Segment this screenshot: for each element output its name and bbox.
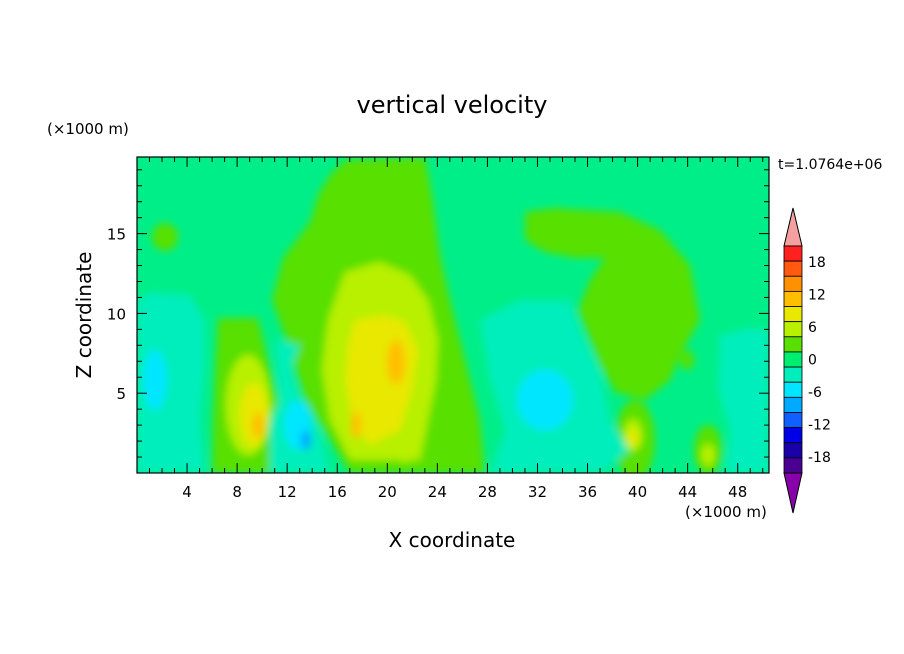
colorbar-band [783, 245, 803, 262]
x-tick-label: 16 [328, 483, 347, 501]
x-tick-label: 8 [232, 483, 242, 501]
contour-level-12-plume-low [351, 411, 361, 439]
colorbar-over-arrow [783, 207, 803, 247]
x-tick-label: 48 [728, 483, 747, 501]
colorbar-label: -12 [808, 417, 831, 433]
y-tick-label: 10 [107, 305, 126, 323]
contour-level-9-left-core [240, 383, 268, 447]
colorbar-label: 6 [808, 320, 817, 336]
x-tick-label: 32 [528, 483, 547, 501]
chart-title: vertical velocity [357, 91, 548, 119]
contour-level-neg6-center [517, 370, 573, 430]
colorbar-band [783, 351, 803, 368]
colorbar-label: 18 [808, 255, 826, 271]
contour-level-neg3-left [137, 292, 205, 473]
colorbar-band [783, 290, 803, 307]
colorbar-band [783, 412, 803, 429]
contour-level-6-low-plume [396, 427, 414, 463]
contour-level-9-right-core [628, 429, 638, 447]
colorbar-band [783, 260, 803, 277]
colorbar [783, 207, 803, 514]
colorbar-band [783, 366, 803, 383]
colorbar-label: 0 [808, 353, 817, 369]
x-tick-label: 24 [428, 483, 447, 501]
y-tick-label: 5 [116, 385, 126, 403]
x-tick-group [149, 157, 764, 473]
colorbar-label: -6 [808, 385, 822, 401]
contour-level-12-plume [387, 340, 405, 384]
colorbar-band [783, 306, 803, 323]
colorbar-label: 12 [808, 288, 826, 304]
y-tick-label-group: 5 10 15 [107, 226, 126, 404]
contour-level-neg6-left [143, 350, 167, 410]
colorbar-band [783, 442, 803, 459]
colorbar-under-arrow [783, 472, 803, 514]
y-tick-label: 15 [107, 226, 126, 244]
contour-level-neg9-mid [301, 430, 311, 450]
contour-level-3-right [525, 208, 700, 400]
y-tick-group [137, 169, 769, 458]
colorbar-band [783, 396, 803, 413]
contour-level-12-left-core [252, 412, 264, 438]
colorbar-band [783, 275, 803, 292]
x-tick-label: 44 [678, 483, 697, 501]
colorbar-band [783, 336, 803, 353]
y-axis-label: Z coordinate [72, 252, 96, 379]
y-unit-label: (×1000 m) [47, 120, 129, 138]
contour-level-3-dot [680, 350, 694, 370]
contour-field [137, 157, 769, 473]
x-tick-label: 28 [478, 483, 497, 501]
x-unit-label: (×1000 m) [685, 503, 767, 521]
contour-level-6-far-right-core [701, 444, 715, 466]
x-tick-label: 40 [628, 483, 647, 501]
colorbar-label: -18 [808, 450, 831, 466]
colorbar-band [783, 427, 803, 444]
plot-frame [136, 156, 770, 474]
colorbar-band [783, 321, 803, 338]
contour-level-3-small [152, 223, 178, 251]
x-tick-label: 4 [182, 483, 192, 501]
contour-level-neg3-right [718, 328, 769, 473]
x-tick-label-group: 4 8 12 16 20 24 28 32 36 40 44 48 [182, 483, 747, 501]
x-tick-label: 36 [578, 483, 597, 501]
colorbar-label-group: 18 12 6 0 -6 -12 -18 [808, 255, 831, 466]
colorbar-band [783, 381, 803, 398]
x-tick-label: 12 [278, 483, 297, 501]
x-axis-label: X coordinate [389, 528, 516, 552]
colorbar-band [783, 457, 803, 474]
time-label: t=1.0764e+06 [778, 157, 882, 173]
x-tick-label: 20 [378, 483, 397, 501]
